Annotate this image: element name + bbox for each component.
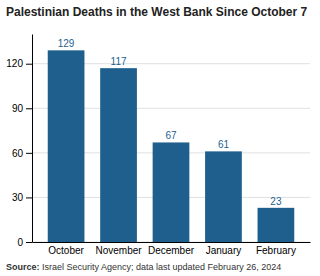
tick-label: 0	[17, 237, 23, 248]
tick: December	[148, 242, 195, 256]
tick-label: 90	[12, 103, 24, 114]
data-label: 117	[111, 56, 127, 67]
tick-mark	[26, 197, 32, 198]
axis-line	[32, 35, 33, 243]
bars	[48, 50, 295, 242]
data-label: 61	[218, 139, 230, 150]
tick: 90	[12, 103, 32, 114]
data-label: 23	[270, 196, 282, 207]
tick: February	[256, 242, 296, 256]
bar	[153, 142, 190, 242]
tick-label: November	[95, 245, 142, 256]
annotation: Israel Security Agency; data last update…	[40, 262, 282, 272]
data-label: 129	[58, 38, 75, 49]
tick: November	[95, 242, 142, 256]
tick-label: February	[256, 245, 296, 256]
bar	[205, 151, 242, 242]
tick-mark	[26, 64, 32, 65]
bar	[258, 208, 295, 242]
data-label: 67	[165, 130, 177, 141]
tick: 0	[17, 237, 32, 248]
tick: 30	[12, 192, 32, 203]
tick-label: December	[148, 245, 195, 256]
tick-mark	[26, 108, 32, 109]
x-axis: October November December January February	[33, 242, 311, 256]
source: Source: Israel Security Agency; data las…	[6, 262, 281, 272]
data-labels: 129 117 67 61 23	[58, 38, 282, 206]
tick: January	[206, 242, 242, 256]
axis-line	[33, 242, 311, 243]
tick: 60	[12, 148, 32, 159]
tick-label: 60	[12, 148, 24, 159]
plot: 129 117 67 61 23 October November December Janua…	[6, 35, 310, 257]
tick-label: 120	[6, 58, 23, 69]
tick: October	[48, 242, 84, 256]
bar	[100, 68, 137, 242]
title: Palestinian Deaths in the West Bank Sinc…	[6, 5, 308, 19]
annotation: Source:	[6, 262, 40, 272]
tick-mark	[26, 153, 32, 154]
y-axis: 0 30 60 90 120	[6, 35, 32, 248]
tick-label: October	[48, 245, 84, 256]
tick: 120	[6, 58, 32, 69]
tick-mark	[26, 242, 32, 243]
tick-label: January	[206, 245, 242, 256]
bar	[48, 50, 85, 242]
tick-label: 30	[12, 192, 24, 203]
chart: Palestinian Deaths in the West Bank Sinc…	[0, 0, 320, 276]
